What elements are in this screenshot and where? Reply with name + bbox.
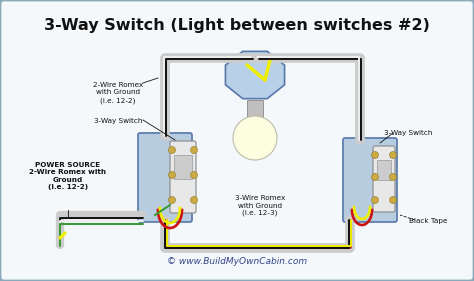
Circle shape [168, 146, 175, 153]
Circle shape [372, 196, 379, 203]
Circle shape [191, 196, 198, 203]
Circle shape [191, 171, 198, 178]
Bar [174, 155, 192, 179]
Text: POWER SOURCE
2-Wire Romex with
Ground
(i.e. 12-2): POWER SOURCE 2-Wire Romex with Ground (i… [29, 162, 107, 191]
Circle shape [372, 151, 379, 158]
Circle shape [168, 196, 175, 203]
Bar [247, 100, 263, 118]
Text: 3-Wire Romex
with Ground
(i.e. 12-3): 3-Wire Romex with Ground (i.e. 12-3) [235, 195, 285, 216]
Circle shape [168, 171, 175, 178]
Circle shape [390, 151, 396, 158]
Circle shape [191, 146, 198, 153]
Circle shape [372, 173, 379, 180]
Bar [377, 160, 391, 180]
FancyBboxPatch shape [138, 133, 192, 222]
Polygon shape [226, 51, 284, 99]
Circle shape [390, 196, 396, 203]
Text: © www.BuildMyOwnCabin.com: © www.BuildMyOwnCabin.com [167, 257, 307, 266]
Text: 2-Wire Romex
with Ground
(i.e. 12-2): 2-Wire Romex with Ground (i.e. 12-2) [93, 82, 143, 103]
Text: 3-Way Switch: 3-Way Switch [94, 118, 142, 124]
Text: 3-Way Switch: 3-Way Switch [384, 130, 432, 136]
Circle shape [390, 173, 396, 180]
FancyBboxPatch shape [170, 141, 196, 213]
FancyBboxPatch shape [343, 138, 397, 222]
Text: 3-Way Switch (Light between switches #2): 3-Way Switch (Light between switches #2) [44, 18, 430, 33]
Circle shape [233, 116, 277, 160]
FancyBboxPatch shape [373, 146, 395, 212]
Text: Black Tape: Black Tape [409, 218, 447, 224]
